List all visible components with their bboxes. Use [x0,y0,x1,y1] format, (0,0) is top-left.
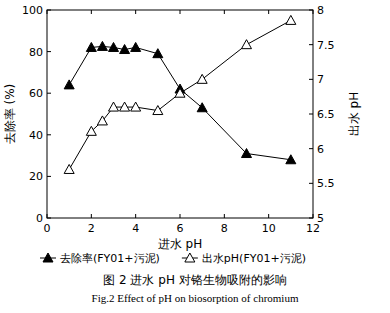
x-tick-label: 8 [221,222,228,235]
x-tick [47,10,48,14]
legend-marker [43,253,53,262]
y-tick [47,176,51,177]
series-marker [120,45,130,54]
x-tick-label: 10 [262,222,276,235]
series-marker [97,41,107,50]
y2-tick [309,183,313,184]
y2-tick [309,79,313,80]
y-tick-label: 0 [36,212,43,225]
x-tick-label: 4 [132,222,139,235]
plot-area [64,15,296,173]
series-marker [120,102,130,111]
x-tick [91,10,92,14]
series-marker [86,42,96,51]
x-axis-label: 进水 pH [158,237,202,251]
legend-label: 出水pH(FY01+污泥) [202,252,306,265]
series-marker [109,42,119,51]
x-tick [313,214,314,218]
y2-tick-label: 5 [317,212,324,225]
y-tick [47,134,51,135]
y2-tick [309,218,313,219]
legend-label: 去除率(FY01+污泥) [60,252,160,265]
y2-tick-label: 8 [317,4,324,17]
y2-tick-label: 5.5 [317,177,335,190]
x-tick [224,10,225,14]
chart: 02468101202040608010055.566.577.58进水 pH去… [0,0,390,313]
y2-tick [309,114,313,115]
x-tick-label: 0 [44,222,51,235]
series-marker [286,15,296,24]
x-tick-label: 6 [177,222,184,235]
series-line [69,46,291,159]
x-tick-label: 2 [88,222,95,235]
y-tick [47,93,51,94]
y-tick [47,218,51,219]
x-tick [135,214,136,218]
legend: 去除率(FY01+污泥) 出水pH(FY01+污泥) [40,252,306,265]
series-marker [64,164,74,173]
y2-tick-label: 7 [317,73,324,86]
plot-frame [47,10,313,218]
x-tick [180,214,181,218]
y-tick-label: 20 [29,170,43,183]
y-tick-label: 80 [29,46,43,59]
x-tick [135,10,136,14]
y2-axis-label: 出水 pH [347,92,361,136]
y2-tick [309,44,313,45]
series-marker [242,40,252,49]
title: 图 2 进水 pH 对铬生物吸附的影响 [103,273,287,287]
x-tick [313,10,314,14]
y2-tick-label: 6 [317,143,324,156]
series-marker [131,102,141,111]
y2-tick-label: 7.5 [317,39,335,52]
y-axis-label: 去除率 (%) [3,84,17,145]
x-tick [224,214,225,218]
series-marker [97,116,107,125]
series-marker [175,88,185,97]
series-marker [286,155,296,164]
y2-tick-label: 6.5 [317,108,335,121]
x-tick [268,214,269,218]
y-tick-label: 100 [22,4,43,17]
x-tick [47,214,48,218]
series-marker [197,74,207,83]
series-marker [153,49,163,58]
subtitle: Fig.2 Effect of pH on biosorption of chr… [92,292,299,304]
series-marker [153,106,163,115]
x-tick [180,10,181,14]
series-marker [197,103,207,112]
y2-tick [309,10,313,11]
y2-tick [309,148,313,149]
series-marker [109,102,119,111]
y-tick [47,10,51,11]
series-marker [86,126,96,135]
legend-marker [185,253,195,262]
series-marker [131,42,141,51]
x-tick [268,10,269,14]
y-tick [47,51,51,52]
y-tick-label: 40 [29,129,43,142]
series-marker [242,149,252,158]
series-marker [64,80,74,89]
y-tick-label: 60 [29,87,43,100]
series-line [69,20,291,169]
x-tick [91,214,92,218]
